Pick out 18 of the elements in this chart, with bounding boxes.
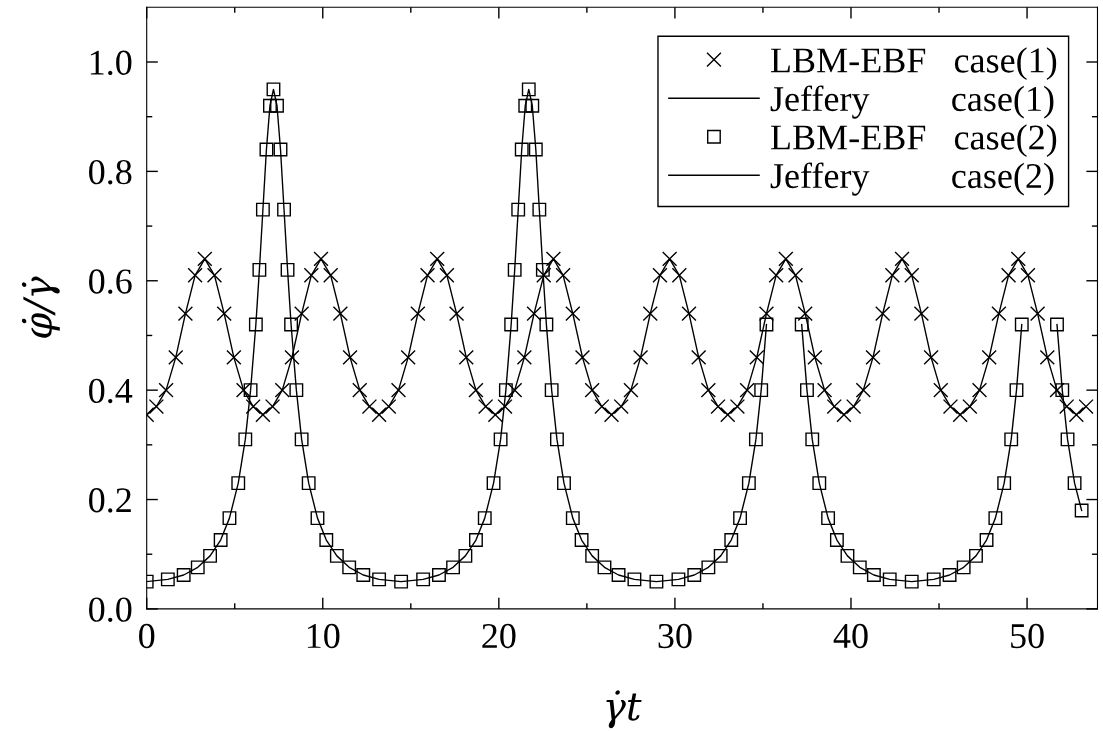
y-tick-label: 1.0 (90, 50, 132, 76)
x-axis-title: γ̇t (606, 690, 642, 729)
x-tick-label: 50 (1011, 623, 1044, 649)
x-tick-label: 10 (307, 623, 340, 649)
x-tick-label: 20 (482, 623, 516, 649)
y-tick-label: 0.4 (89, 378, 133, 404)
legend-label: Jeffery case(2) (770, 162, 1054, 196)
y-tick-label: 0.2 (89, 488, 131, 513)
y-tick-label: 0.6 (89, 269, 132, 294)
y-tick-label: 0.8 (89, 159, 132, 185)
y-tick-label: 0.0 (89, 597, 132, 622)
legend-label: LBM-EBF case(1) (770, 47, 1057, 80)
x-tick-label: 30 (658, 623, 692, 649)
x-tick-label: 40 (833, 623, 868, 649)
x-tick-label: 0 (139, 623, 155, 649)
legend-label: LBM-EBF case(2) (770, 124, 1057, 158)
legend-label: Jeffery case(1) (770, 85, 1054, 119)
y-axis-title: φ̇/γ̇ (21, 276, 60, 338)
